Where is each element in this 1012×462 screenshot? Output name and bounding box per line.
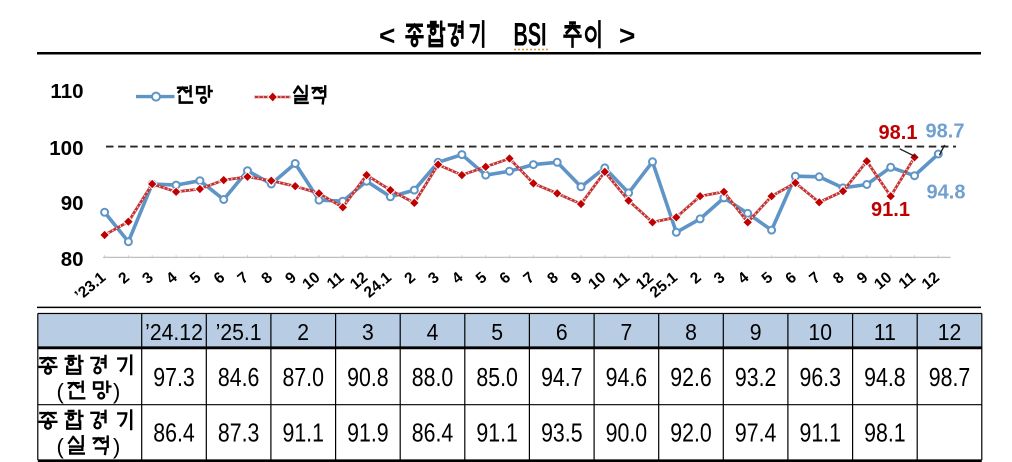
- svg-text:5: 5: [491, 319, 503, 345]
- svg-text:93.2: 93.2: [735, 363, 776, 393]
- svg-text:91.9: 91.9: [347, 418, 388, 448]
- svg-text:91.1: 91.1: [282, 418, 323, 448]
- svg-text:): ): [113, 379, 120, 404]
- svg-text:91.1: 91.1: [799, 418, 840, 448]
- svg-text:96.3: 96.3: [799, 363, 840, 393]
- svg-text:86.4: 86.4: [153, 418, 194, 448]
- svg-text:94.6: 94.6: [606, 363, 647, 393]
- svg-text:98.1: 98.1: [864, 418, 905, 448]
- svg-text:90.0: 90.0: [606, 418, 647, 448]
- svg-text:91.1: 91.1: [476, 418, 517, 448]
- svg-text:6: 6: [556, 319, 568, 345]
- svg-text:93.5: 93.5: [541, 418, 582, 448]
- svg-text:’24.12: ’24.12: [145, 319, 203, 345]
- svg-text:12: 12: [938, 319, 962, 345]
- svg-text:BSI: BSI: [514, 17, 547, 53]
- svg-text:>: >: [619, 20, 635, 51]
- svg-text:8: 8: [685, 319, 697, 345]
- svg-text:97.4: 97.4: [735, 418, 776, 448]
- svg-text:(: (: [57, 379, 65, 404]
- svg-text:2: 2: [297, 319, 309, 345]
- svg-text:86.4: 86.4: [412, 418, 453, 448]
- svg-text:92.0: 92.0: [670, 418, 711, 448]
- svg-text:91.1: 91.1: [871, 199, 910, 221]
- svg-text:90: 90: [61, 192, 84, 215]
- svg-text:87.3: 87.3: [218, 418, 259, 448]
- svg-text:94.8: 94.8: [864, 363, 905, 393]
- svg-text:<: <: [379, 20, 395, 51]
- svg-text:92.6: 92.6: [670, 363, 711, 393]
- svg-text:98.7: 98.7: [926, 121, 965, 143]
- svg-text:84.6: 84.6: [218, 363, 259, 393]
- svg-text:10: 10: [808, 319, 832, 345]
- svg-text:85.0: 85.0: [476, 363, 517, 393]
- svg-text:90.8: 90.8: [347, 363, 388, 393]
- svg-text:88.0: 88.0: [412, 363, 453, 393]
- svg-text:94.8: 94.8: [927, 182, 966, 204]
- svg-text:98.7: 98.7: [929, 363, 970, 393]
- svg-text:7: 7: [621, 319, 633, 345]
- svg-text:80: 80: [61, 248, 84, 271]
- svg-text:9: 9: [750, 319, 762, 345]
- svg-text:98.1: 98.1: [879, 122, 918, 144]
- svg-text:): ): [113, 434, 120, 459]
- svg-text:11: 11: [874, 319, 896, 345]
- svg-text:94.7: 94.7: [541, 363, 582, 393]
- svg-text:(: (: [57, 434, 65, 459]
- svg-text:4: 4: [427, 319, 439, 345]
- svg-text:3: 3: [362, 319, 374, 345]
- svg-text:110: 110: [50, 80, 83, 103]
- svg-text:97.3: 97.3: [153, 363, 194, 393]
- svg-text:100: 100: [49, 137, 83, 160]
- svg-text:’25.1: ’25.1: [216, 319, 262, 345]
- svg-text:87.0: 87.0: [282, 363, 323, 393]
